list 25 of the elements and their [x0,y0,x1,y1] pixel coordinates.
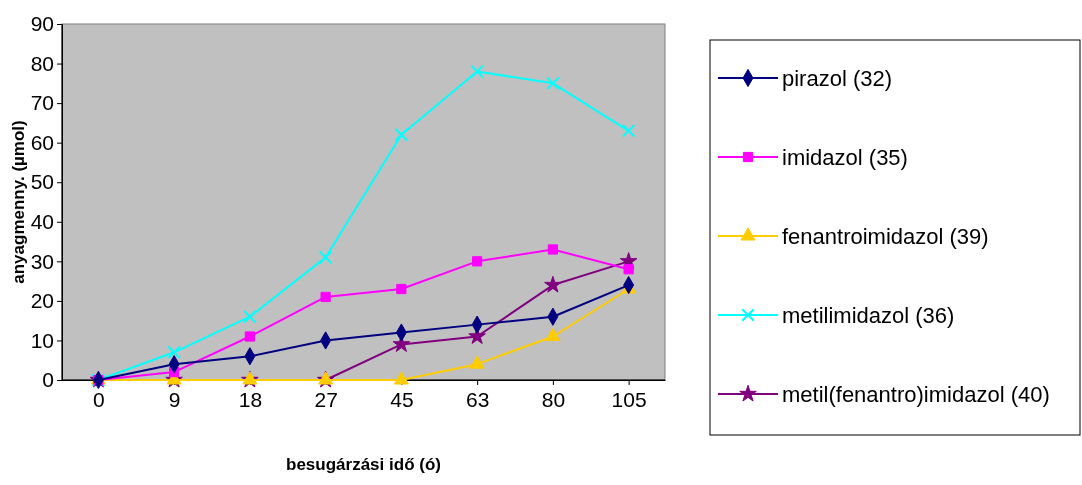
legend-label: imidazol (35) [782,145,908,170]
x-tick-label: 63 [465,387,490,411]
y-tick-label: 0 [42,368,54,392]
y-tick-label: 90 [30,12,54,36]
y-tick-label: 70 [30,91,54,115]
legend-label: fenantroimidazol (39) [782,224,989,249]
x-tick-label: 0 [93,387,105,411]
y-axis-title: anyagmenny. (µmol) [9,120,28,284]
x-tick-label: 45 [390,387,414,411]
legend-label: metilimidazol (36) [782,303,955,328]
x-axis-title: besugárzási idő (ó) [286,455,441,474]
y-tick-label: 20 [30,289,54,313]
y-tick-label: 10 [30,328,54,352]
y-tick-label: 60 [30,130,54,154]
x-tick-label: 18 [238,387,263,411]
legend-label: pirazol (32) [782,66,893,91]
legend-label: metil(fenantro)imidazol (40) [782,382,1050,407]
x-tick-label: 27 [314,387,338,411]
x-tick-label: 80 [541,387,566,411]
x-tick-label: 105 [611,387,647,411]
x-tick-label: 9 [168,387,181,411]
y-tick-label: 40 [30,210,54,233]
y-tick-label: 50 [30,170,54,194]
y-tick-label: 80 [30,51,54,75]
y-tick-label: 30 [30,249,54,273]
